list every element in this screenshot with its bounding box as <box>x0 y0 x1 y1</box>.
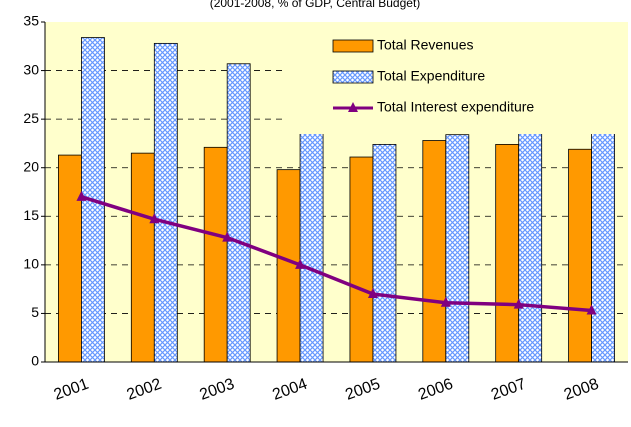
x-tick-label: 2006 <box>416 376 455 404</box>
y-tick-label: 25 <box>23 110 39 126</box>
bar <box>349 156 374 363</box>
y-tick-label: 0 <box>31 353 39 369</box>
bar <box>445 134 470 363</box>
line-marker <box>149 213 160 224</box>
y-tick-label: 30 <box>23 61 39 77</box>
y-tick-label: 15 <box>23 207 39 223</box>
chart-subtitle: (2001-2008, % of GDP, Central Budget) <box>210 0 421 10</box>
line-marker <box>367 288 378 298</box>
bar <box>372 143 397 363</box>
bar <box>153 42 178 363</box>
bar <box>422 140 447 363</box>
legend-label: Total Expenditure <box>377 68 485 84</box>
line-marker <box>222 231 233 242</box>
bar <box>591 130 615 363</box>
bar <box>226 63 251 363</box>
x-tick-label: 2008 <box>562 376 601 404</box>
x-tick-label: 2001 <box>52 376 91 404</box>
line <box>80 195 592 313</box>
legend-label: Total Interest expenditure <box>377 99 534 115</box>
line-marker <box>586 304 597 315</box>
line-marker <box>76 190 87 201</box>
line-marker <box>513 298 524 309</box>
y-tick-label: 20 <box>23 158 39 174</box>
x-tick-label: 2004 <box>270 376 309 404</box>
x-tick-label: 2003 <box>197 376 236 404</box>
bar <box>130 152 155 363</box>
bar <box>568 148 592 363</box>
x-tick-label: 2005 <box>343 376 382 404</box>
legend: Total Revenues Total Expenditure Total Int… <box>285 30 628 134</box>
legend-swatch <box>332 39 374 53</box>
bar <box>58 154 82 363</box>
legend-label: Total Revenues <box>377 37 474 53</box>
y-tick-label: 5 <box>31 304 39 320</box>
line-marker <box>295 258 306 269</box>
legend-swatch <box>332 70 374 84</box>
x-tick-label: 2002 <box>125 376 164 404</box>
bar <box>203 146 228 363</box>
y-tick-label: 35 <box>23 13 39 29</box>
x-tick-label: 2007 <box>489 376 528 404</box>
line-marker <box>440 296 451 307</box>
legend-marker <box>348 102 358 112</box>
y-tick-label: 10 <box>23 256 39 272</box>
bar <box>495 143 520 363</box>
bar <box>518 126 543 363</box>
bar <box>299 117 324 363</box>
